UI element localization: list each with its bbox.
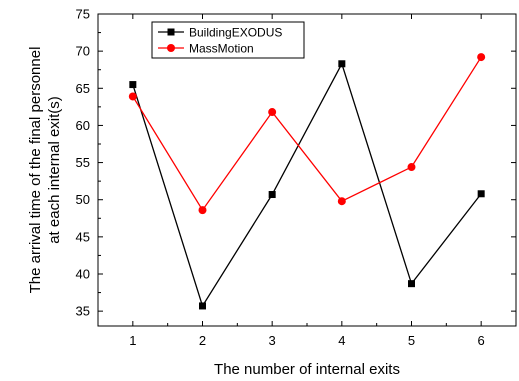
y-axis: 35 40 45 50 55 60 65 70 75 — [76, 7, 516, 319]
data-point — [198, 206, 207, 215]
y-tick-label: 50 — [76, 192, 90, 207]
data-point — [268, 108, 277, 117]
legend-label: BuildingEXODUS — [189, 26, 282, 40]
x-axis: 1 2 3 4 5 6 — [129, 14, 485, 348]
legend-box — [151, 21, 305, 59]
series-buildingexodus — [129, 60, 485, 310]
plot-area — [97, 13, 517, 327]
y-tick-label: 75 — [76, 7, 90, 22]
legend-label: MassMotion — [189, 42, 254, 56]
legend-marker — [167, 44, 175, 52]
x-tick-label: 1 — [129, 333, 136, 348]
y-tick-label: 65 — [76, 81, 90, 96]
data-point — [337, 197, 346, 206]
series-line — [132, 56, 482, 212]
legend-item: BuildingEXODUS — [158, 26, 282, 40]
x-tick-label: 3 — [269, 333, 276, 348]
y-tick-label: 55 — [76, 155, 90, 170]
y-axis-label-line: The arrival time of the final personnel — [27, 47, 44, 294]
y-tick-label: 35 — [76, 304, 90, 319]
data-point — [338, 60, 346, 68]
data-point — [408, 280, 415, 288]
x-tick-label: 4 — [338, 333, 345, 348]
y-tick-label: 60 — [76, 118, 90, 133]
y-axis-label-line: at each internal exit(s) — [46, 96, 63, 244]
data-point — [128, 92, 137, 101]
x-tick-label: 2 — [199, 333, 206, 348]
y-tick-label: 70 — [76, 44, 90, 59]
series-massmotion — [128, 53, 486, 215]
y-axis-label: The arrival time of the final personnel a… — [27, 47, 63, 294]
data-point — [129, 81, 137, 89]
series-layer — [128, 53, 486, 310]
x-axis-label: The number of internal exits — [214, 361, 400, 378]
legend: BuildingEXODUS MassMotion — [151, 21, 305, 59]
y-tick-label: 45 — [76, 229, 90, 244]
x-tick-label: 6 — [478, 333, 485, 348]
legend-item: MassMotion — [158, 42, 254, 56]
x-tick-label: 5 — [408, 333, 415, 348]
legend-marker — [167, 28, 175, 36]
data-point — [407, 163, 416, 172]
data-point — [268, 191, 276, 199]
data-point — [199, 302, 206, 310]
data-point — [477, 53, 486, 62]
data-point — [477, 190, 485, 198]
series-line — [132, 62, 482, 308]
y-tick-label: 40 — [76, 267, 90, 282]
